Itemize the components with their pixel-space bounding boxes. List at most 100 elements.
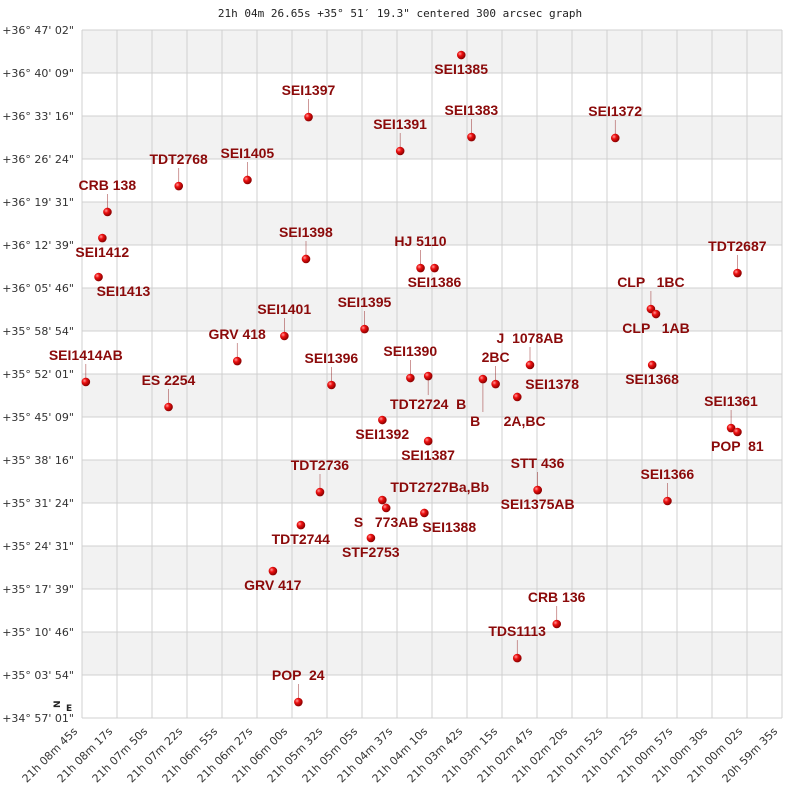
star-label: SEI1401 [257,301,311,317]
y-tick-label: +35° 24' 31" [2,540,74,553]
star-marker [525,360,535,370]
star-label: CRB 138 [79,177,137,193]
star-label: SEI1405 [220,145,274,161]
star-markers [81,50,742,707]
star-marker [296,520,306,530]
star-marker [733,427,742,437]
star-label: TDT2724 B [390,396,466,412]
star-marker [301,254,311,264]
star-marker [733,268,742,278]
y-tick-label: +35° 45' 09" [2,411,74,424]
star-marker [280,331,289,341]
star-marker [164,402,173,412]
star-label: STF2753 [342,544,400,560]
star-marker [103,207,112,217]
y-tick-label: +36° 33' 16" [2,110,74,123]
star-marker [406,373,415,383]
star-marker [456,50,466,60]
star-label: GRV 417 [244,577,302,593]
y-tick-label: +36° 47' 02" [2,24,74,37]
star-marker [268,566,278,576]
star-label: STT 436 [511,455,565,471]
star-label: SEI1414AB [49,347,123,363]
y-tick-label: +34° 57' 01" [2,712,74,725]
star-label: SEI1413 [97,283,151,299]
star-marker [491,379,500,389]
star-marker [378,495,387,505]
y-tick-label: +36° 26' 24" [2,153,74,166]
y-tick-label: +35° 58' 54" [2,325,74,338]
star-marker [647,360,657,370]
y-tick-label: +35° 10' 46" [2,626,74,639]
y-tick-label: +36° 40' 09" [2,67,74,80]
star-label: GRV 418 [208,326,266,342]
star-marker [423,371,433,381]
star-marker [552,619,562,629]
star-marker [726,423,736,433]
star-marker [420,508,429,518]
star-label: SEI1392 [355,426,409,442]
star-marker [478,374,488,384]
star-label: SEI1412 [75,244,129,260]
star-marker [512,392,522,402]
star-label: SEI1396 [304,350,358,366]
star-label: SEI1386 [408,274,462,290]
compass-north: N [53,700,63,708]
star-marker [98,233,107,243]
star-marker [381,503,391,513]
star-marker [395,146,405,156]
star-label: TDT2768 [149,151,208,167]
star-marker [366,533,376,543]
y-tick-label: +36° 05' 46" [2,282,74,295]
star-label: S 773AB [354,514,419,530]
y-tick-label: +36° 19' 31" [2,196,74,209]
star-label: TDS1113 [488,623,546,639]
star-label: 2BC [482,349,510,365]
star-label: SEI1387 [401,447,455,463]
y-tick-label: +35° 31' 24" [2,497,74,510]
star-label: SEI1398 [279,224,333,240]
star-marker [243,175,252,185]
star-marker [467,132,476,142]
star-label: SEI1395 [338,294,392,310]
y-tick-label: +35° 38' 16" [2,454,74,467]
star-label: SEI1361 [704,393,758,409]
star-label: SEI1375AB [501,496,575,512]
star-label: ES 2254 [142,372,196,388]
star-marker [610,133,620,143]
star-label: TDT2687 [708,238,767,254]
star-label: B 2A,BC [470,413,545,429]
star-marker [315,487,325,497]
compass-east: E [66,704,72,714]
star-marker [512,653,522,663]
star-marker [81,377,91,387]
star-label: SEI1383 [444,102,498,118]
star-marker [378,415,387,425]
star-label: CLP 1BC [617,274,684,290]
star-label: SEI1397 [282,82,336,98]
star-marker [663,496,672,506]
star-label: SEI1378 [525,376,579,392]
star-label: CRB 136 [528,589,586,605]
star-marker [423,436,433,446]
star-label: HJ 5110 [394,233,446,249]
y-tick-label: +35° 17' 39" [2,583,74,596]
star-marker [430,263,439,273]
star-marker [360,324,369,334]
star-label: CLP 1AB [622,320,689,336]
grid-lines [81,29,783,719]
star-marker [304,112,313,122]
star-marker [232,356,242,366]
star-label: POP 24 [272,667,325,683]
star-label: SEI1390 [383,343,437,359]
y-axis-ticks: +36° 47' 02" +36° 40' 09" +36° 33' 16" +36°… [2,24,74,725]
chart-title: 21h 04m 26.65s +35° 51′ 19.3" centered 3… [218,7,582,20]
star-label: SEI1385 [434,61,488,77]
star-labels: SEI1385 SEI1397 SEI1383 SEI1372 SEI1391 SEI14… [49,61,767,683]
star-marker [416,263,425,273]
y-tick-label: +35° 03' 54" [2,669,74,682]
star-label: SEI1368 [625,371,679,387]
star-label: SEI1391 [373,116,427,132]
